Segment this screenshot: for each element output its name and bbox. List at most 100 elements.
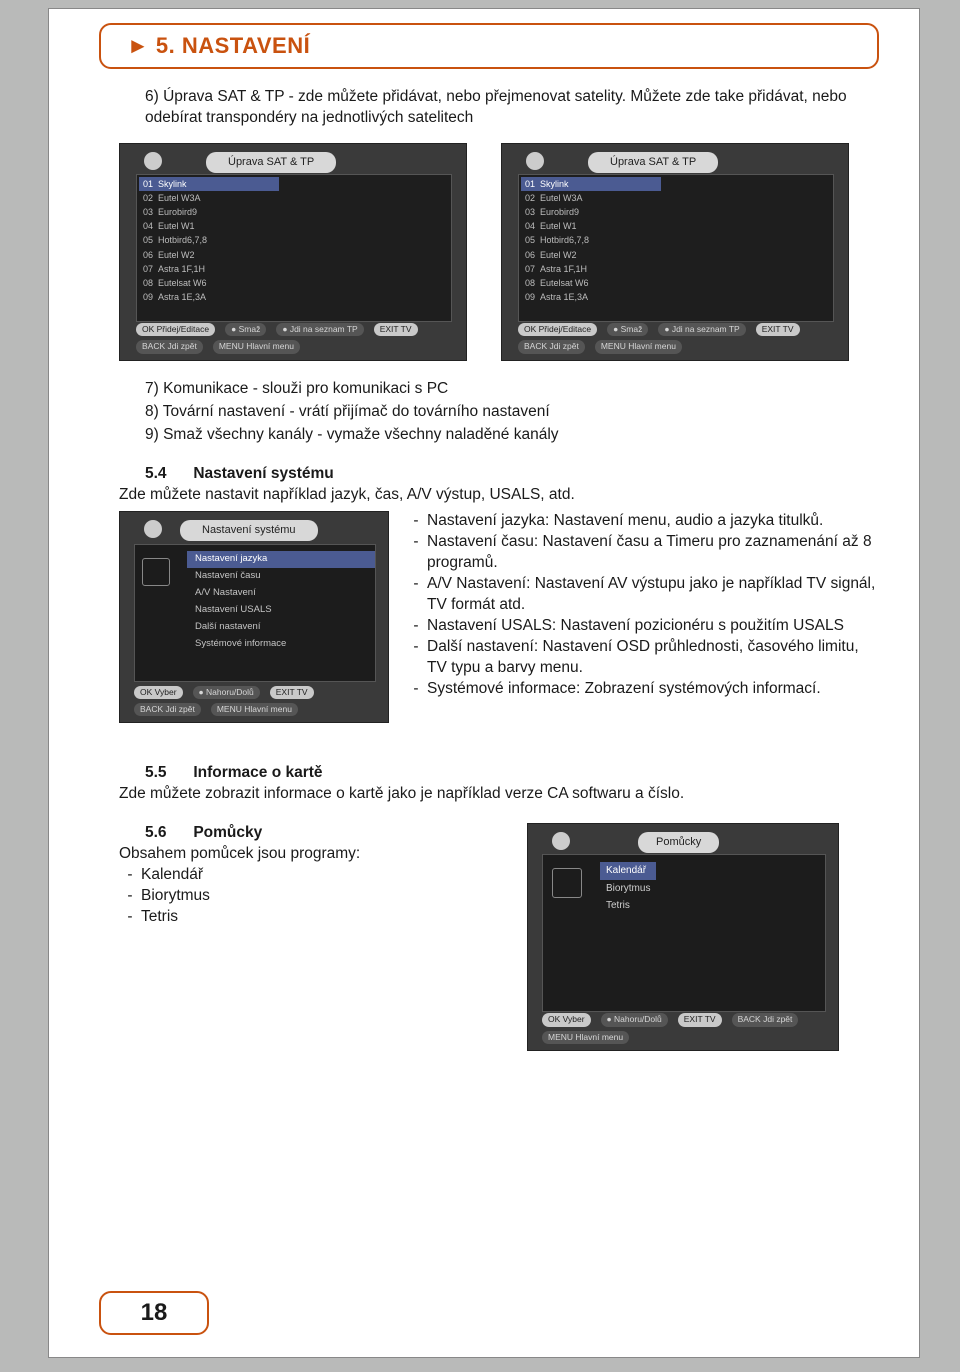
sat-tp-screenshot-right: Úprava SAT & TP 01 Skylink 02 Eutel W3A …: [501, 143, 849, 361]
sat-tp-title: Úprava SAT & TP: [206, 152, 336, 173]
gear-icon: [142, 558, 170, 586]
menu-item: Systémové informace: [187, 636, 375, 653]
sec-5-5: 5.5 Informace o kartě Zde můžete zobrazi…: [119, 763, 881, 805]
bullet: Kalendář: [141, 865, 459, 886]
sat-list: 01 Skylink 02 Eutel W3A 03 Eurobird9 04 …: [139, 177, 279, 317]
bullet: Biorytmus: [141, 886, 459, 907]
page-container: ► 5. NASTAVENÍ 6) Úprava SAT & TP - zde …: [48, 8, 920, 1358]
sec-title: Pomůcky: [193, 824, 262, 841]
sec-5-4-heading: 5.4 Nastavení systému: [119, 464, 881, 485]
footer-btn: MENU Hlavní menu: [542, 1031, 629, 1044]
dash: -: [405, 574, 427, 616]
sat-tp-title: Úprava SAT & TP: [588, 152, 718, 173]
footer-btn: MENU Hlavní menu: [213, 340, 300, 353]
sat-tp-panel: 01 Skylink 02 Eutel W3A 03 Eurobird9 04 …: [518, 174, 834, 322]
menu-item: Kalendář: [600, 862, 656, 880]
list-item: 07 Astra 1F,1H: [521, 262, 661, 276]
sat-tp-panel: 01 Skylink 02 Eutel W3A 03 Eurobird9 04 …: [136, 174, 452, 322]
list-7-8-9: 7) Komunikace - slouži pro komunikaci s …: [119, 379, 881, 446]
menu-item: Nastavení USALS: [187, 602, 375, 619]
sat-tp-footer: OK Přidej/Editace ● Smaž ● Jdi na seznam…: [136, 323, 452, 354]
dash: -: [119, 907, 141, 928]
footer-btn: ● Nahoru/Dolů: [601, 1013, 668, 1026]
sat-list: 01 Skylink 02 Eutel W3A 03 Eurobird9 04 …: [521, 177, 661, 317]
sec-5-4-bullets: -Nastavení jazyka: Nastavení menu, audio…: [405, 511, 881, 699]
footer-btn: ● Smaž: [225, 323, 266, 336]
dash: -: [405, 616, 427, 637]
box-icon: [552, 868, 582, 898]
sec-5-5-text: Zde můžete zobrazit informace o kartě ja…: [119, 784, 881, 805]
bullet: Další nastavení: Nastavení OSD průhledno…: [427, 637, 881, 679]
footer-btn: EXIT TV: [756, 323, 800, 336]
footer-btn: ● Smaž: [607, 323, 648, 336]
footer-btn: OK Vyber: [542, 1013, 591, 1026]
pom-footer: OK Vyber ● Nahoru/Dolů EXIT TV BACK Jdi …: [542, 1013, 826, 1044]
section-header: ► 5. NASTAVENÍ: [99, 23, 879, 69]
dash: -: [119, 865, 141, 886]
list-item: 01 Skylink: [139, 177, 279, 191]
list-item: 01 Skylink: [521, 177, 661, 191]
dash: -: [119, 886, 141, 907]
menu-item: A/V Nastavení: [187, 585, 375, 602]
sec-title: Informace o kartě: [193, 764, 322, 781]
menu-item: Nastavení jazyka: [187, 551, 375, 568]
sys-footer: OK Vyber ● Nahoru/Dolů EXIT TV BACK Jdi …: [134, 686, 376, 717]
page-number: 18: [141, 1299, 168, 1327]
pom-list: Kalendář Biorytmus Tetris: [600, 862, 656, 915]
footer-btn: BACK Jdi zpět: [136, 340, 203, 353]
bullet: Systémové informace: Zobrazení systémový…: [427, 679, 881, 700]
list-item: 06 Eutel W2: [139, 248, 279, 262]
sec-5-4-row: Nastavení systému Nastavení jazyka Nasta…: [119, 511, 881, 723]
sec-num: 5.4: [145, 464, 189, 485]
sat-icon: [526, 152, 544, 170]
pom-panel: [542, 854, 826, 1012]
section-header-title: ► 5. NASTAVENÍ: [127, 33, 310, 59]
footer-btn: BACK Jdi zpět: [732, 1013, 799, 1026]
footer-btn: BACK Jdi zpět: [518, 340, 585, 353]
footer-btn: ● Jdi na seznam TP: [658, 323, 745, 336]
list-item: 04 Eutel W1: [139, 219, 279, 233]
footer-btn: ● Jdi na seznam TP: [276, 323, 363, 336]
list-item: 05 Hotbird6,7,8: [521, 233, 661, 247]
footer-btn: OK Přidej/Editace: [518, 323, 597, 336]
sat-tp-screenshots-row: Úprava SAT & TP 01 Skylink 02 Eutel W3A …: [119, 143, 881, 361]
bullet: Nastavení času: Nastavení času a Timeru …: [427, 532, 881, 574]
menu-item: Biorytmus: [600, 880, 656, 898]
dash: -: [405, 679, 427, 700]
sec-5-6: 5.6 Pomůcky Obsahem pomůcek jsou program…: [119, 823, 881, 1051]
bullet: Nastavení jazyka: Nastavení menu, audio …: [427, 511, 881, 532]
list-item: 05 Hotbird6,7,8: [139, 233, 279, 247]
footer-btn: BACK Jdi zpět: [134, 703, 201, 716]
sec-title: Nastavení systému: [193, 465, 333, 482]
bullet: Tetris: [141, 907, 459, 928]
pom-title: Pomůcky: [638, 832, 719, 853]
menu-item: Nastavení času: [187, 568, 375, 585]
sec-num: 5.6: [145, 823, 189, 844]
sec-5-6-items: -Kalendář -Biorytmus -Tetris: [119, 865, 459, 928]
sat-icon: [552, 832, 570, 850]
list-item: 06 Eutel W2: [521, 248, 661, 262]
page-number-tab: 18: [99, 1291, 209, 1335]
dash: -: [405, 511, 427, 532]
footer-btn: EXIT TV: [270, 686, 314, 699]
list-item: 09 Astra 1E,3A: [521, 290, 661, 304]
dash: -: [405, 637, 427, 679]
system-settings-screenshot: Nastavení systému Nastavení jazyka Nasta…: [119, 511, 389, 723]
list-item: 08 Eutelsat W6: [521, 276, 661, 290]
sys-menu-panel: Nastavení jazyka Nastavení času A/V Nast…: [134, 544, 376, 682]
list-item: 08 Eutelsat W6: [139, 276, 279, 290]
content-area: 6) Úprava SAT & TP - zde můžete přidávat…: [119, 87, 881, 1051]
sec-num: 5.5: [145, 763, 189, 784]
menu-item: Tetris: [600, 897, 656, 915]
footer-btn: ● Nahoru/Dolů: [193, 686, 260, 699]
footer-btn: MENU Hlavní menu: [211, 703, 298, 716]
sat-icon: [144, 520, 162, 538]
menu-item: Další nastavení: [187, 619, 375, 636]
sat-icon: [144, 152, 162, 170]
sat-tp-screenshot-left: Úprava SAT & TP 01 Skylink 02 Eutel W3A …: [119, 143, 467, 361]
footer-btn: MENU Hlavní menu: [595, 340, 682, 353]
list-item: 03 Eurobird9: [521, 205, 661, 219]
list-item: 09 Astra 1E,3A: [139, 290, 279, 304]
line-7: 7) Komunikace - slouži pro komunikaci s …: [145, 379, 881, 400]
list-item: 07 Astra 1F,1H: [139, 262, 279, 276]
